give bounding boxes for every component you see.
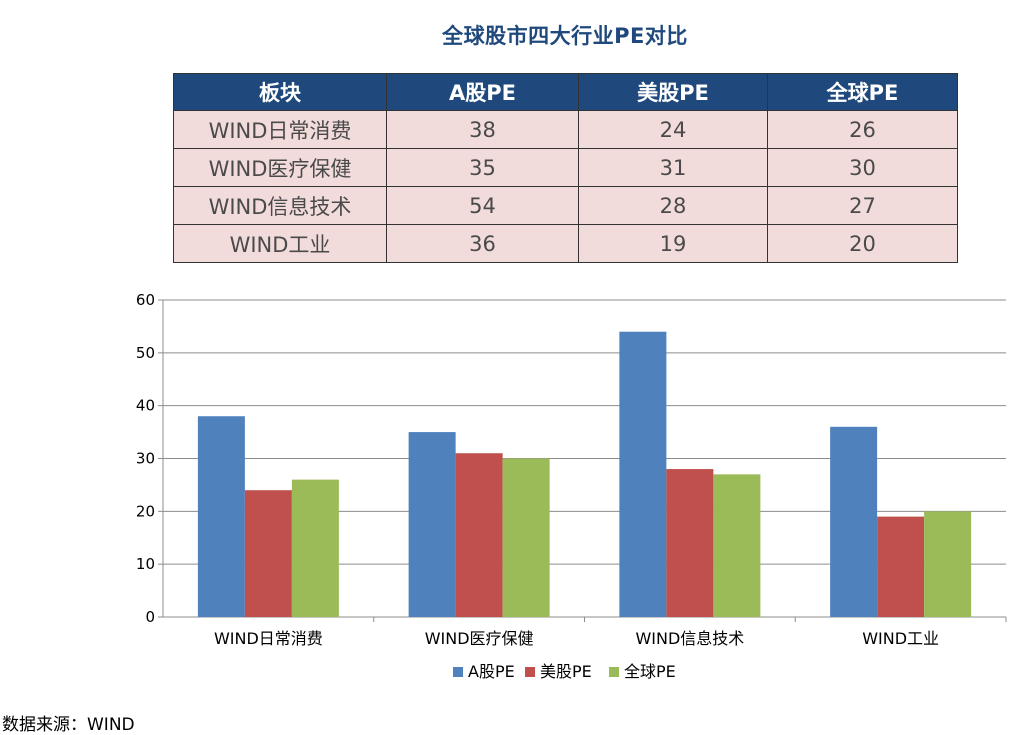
table-cell: 27: [767, 186, 958, 225]
x-tick-label: WIND日常消费: [214, 629, 323, 648]
y-tick-label: 0: [145, 608, 155, 626]
table-header-cell: 美股PE: [578, 73, 768, 111]
table-cell: 31: [578, 148, 768, 187]
table-cell: 30: [767, 148, 958, 187]
bar: [830, 426, 878, 617]
table-cell: 26: [767, 110, 958, 149]
bar: [877, 516, 925, 617]
page-title: 全球股市四大行业PE对比: [442, 24, 688, 48]
bar-chart: 0 10 20 30 40 50 60 WIND日常消费 WIND医疗保健 WIND信息技术 WIN…: [136, 291, 1007, 681]
bar: [502, 458, 550, 617]
pe-table: 板块 A股PE 美股PE 全球PE WIND日常消费 38 24 26 WIND…: [173, 73, 958, 263]
table-cell: 24: [578, 110, 768, 149]
table-cell: 20: [767, 224, 958, 263]
legend-label: 美股PE: [540, 662, 592, 681]
bar: [666, 469, 714, 617]
y-tick-label: 10: [136, 555, 155, 573]
x-tick-label: WIND信息技术: [635, 629, 744, 648]
table-row: WIND信息技术 54 28 27: [173, 186, 958, 225]
table-cell: 36: [386, 224, 579, 263]
table-cell: WIND工业: [173, 224, 387, 263]
table-row: WIND医疗保健 35 31 30: [173, 148, 958, 187]
bar: [408, 432, 456, 617]
table-cell: 35: [386, 148, 579, 187]
table-row: WIND工业 36 19 20: [173, 224, 958, 263]
table-header-row: 板块 A股PE 美股PE 全球PE: [173, 73, 958, 111]
y-tick-label: 60: [136, 291, 155, 309]
table-cell: 19: [578, 224, 768, 263]
table-header-cell: 全球PE: [767, 73, 958, 111]
table-cell: WIND医疗保健: [173, 148, 387, 187]
legend-swatch: [453, 667, 463, 677]
x-tick-label: WIND工业: [862, 629, 939, 648]
bar: [244, 490, 292, 617]
y-tick-label: 20: [136, 502, 155, 520]
legend-swatch: [609, 667, 619, 677]
y-tick-label: 50: [136, 344, 155, 362]
y-tick-label: 30: [136, 450, 155, 468]
table-header-cell: A股PE: [386, 73, 579, 111]
source-note: 数据来源：WIND: [2, 715, 135, 735]
x-tick-label: WIND医疗保健: [425, 629, 534, 648]
bar: [455, 453, 503, 617]
bar: [619, 331, 667, 617]
y-tick-label: 40: [136, 397, 155, 415]
table-row: WIND日常消费 38 24 26: [173, 110, 958, 149]
bar: [291, 479, 339, 617]
legend-swatch: [525, 667, 535, 677]
bar: [197, 416, 245, 617]
table-cell: WIND信息技术: [173, 186, 387, 225]
legend-label: A股PE: [468, 662, 515, 681]
table-cell: 54: [386, 186, 579, 225]
table-cell: WIND日常消费: [173, 110, 387, 149]
table-cell: 38: [386, 110, 579, 149]
table-header-cell: 板块: [173, 73, 387, 111]
bar: [713, 474, 761, 617]
table-cell: 28: [578, 186, 768, 225]
legend-label: 全球PE: [624, 662, 676, 681]
bar: [924, 511, 972, 617]
